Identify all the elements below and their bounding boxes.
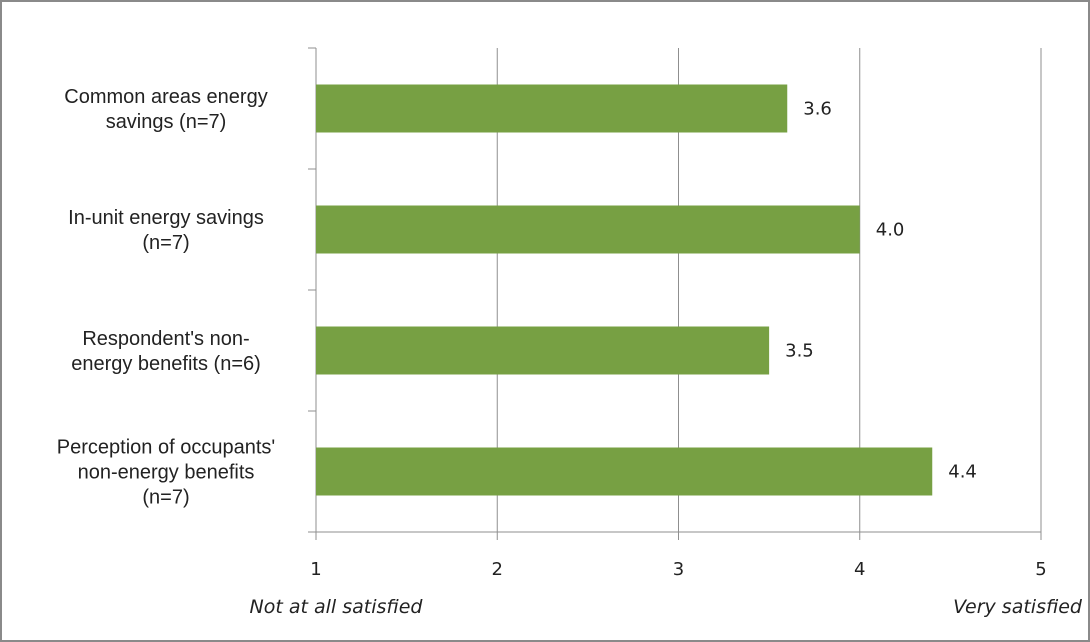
bar <box>316 326 770 375</box>
category-label-line: energy benefits (n=6) <box>71 353 261 375</box>
bar <box>316 447 933 496</box>
category-label: Perception of occupants' non-energy benef… <box>57 437 275 509</box>
category-label-line: (n=7) <box>142 487 189 509</box>
x-max-label: Very satisfied <box>953 596 1083 618</box>
bar <box>316 84 788 133</box>
category-label-line: Common areas energy <box>64 86 267 108</box>
bar-value-label: 4.0 <box>876 220 905 241</box>
bar-value-label: 3.6 <box>803 99 832 120</box>
category-label: Common areas energy savings (n=7) <box>64 86 267 133</box>
category-label-line: savings (n=7) <box>106 111 227 133</box>
x-tick-label: 1 <box>310 559 321 580</box>
bar-value-label: 4.4 <box>948 462 977 483</box>
category-label: In-unit energy savings (n=7) <box>68 207 264 254</box>
category-label-line: (n=7) <box>142 232 189 254</box>
category-label-line: non-energy benefits <box>78 462 255 484</box>
x-min-label: Not at all satisfied <box>250 596 424 618</box>
category-label-line: Respondent's non- <box>82 328 249 350</box>
bar <box>316 205 860 254</box>
category-label: Respondent's non-energy benefits (n=6) <box>71 328 261 375</box>
category-label-line: In-unit energy savings <box>68 207 264 229</box>
bar-value-label: 3.5 <box>785 341 814 362</box>
category-label-line: Perception of occupants' <box>57 437 275 459</box>
x-tick-label: 4 <box>854 559 865 580</box>
x-tick-label: 5 <box>1035 559 1046 580</box>
x-tick-label: 3 <box>673 559 684 580</box>
x-tick-label: 2 <box>492 559 503 580</box>
